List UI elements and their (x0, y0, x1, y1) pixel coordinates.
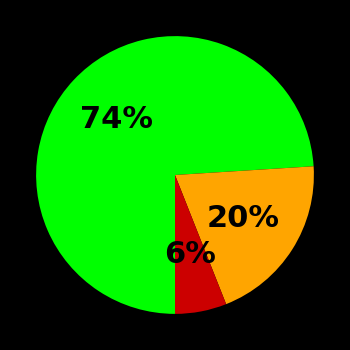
Text: 20%: 20% (206, 204, 280, 233)
Text: 6%: 6% (164, 240, 216, 269)
Wedge shape (175, 175, 226, 314)
Wedge shape (36, 36, 314, 314)
Text: 74%: 74% (80, 105, 153, 134)
Wedge shape (175, 166, 314, 304)
